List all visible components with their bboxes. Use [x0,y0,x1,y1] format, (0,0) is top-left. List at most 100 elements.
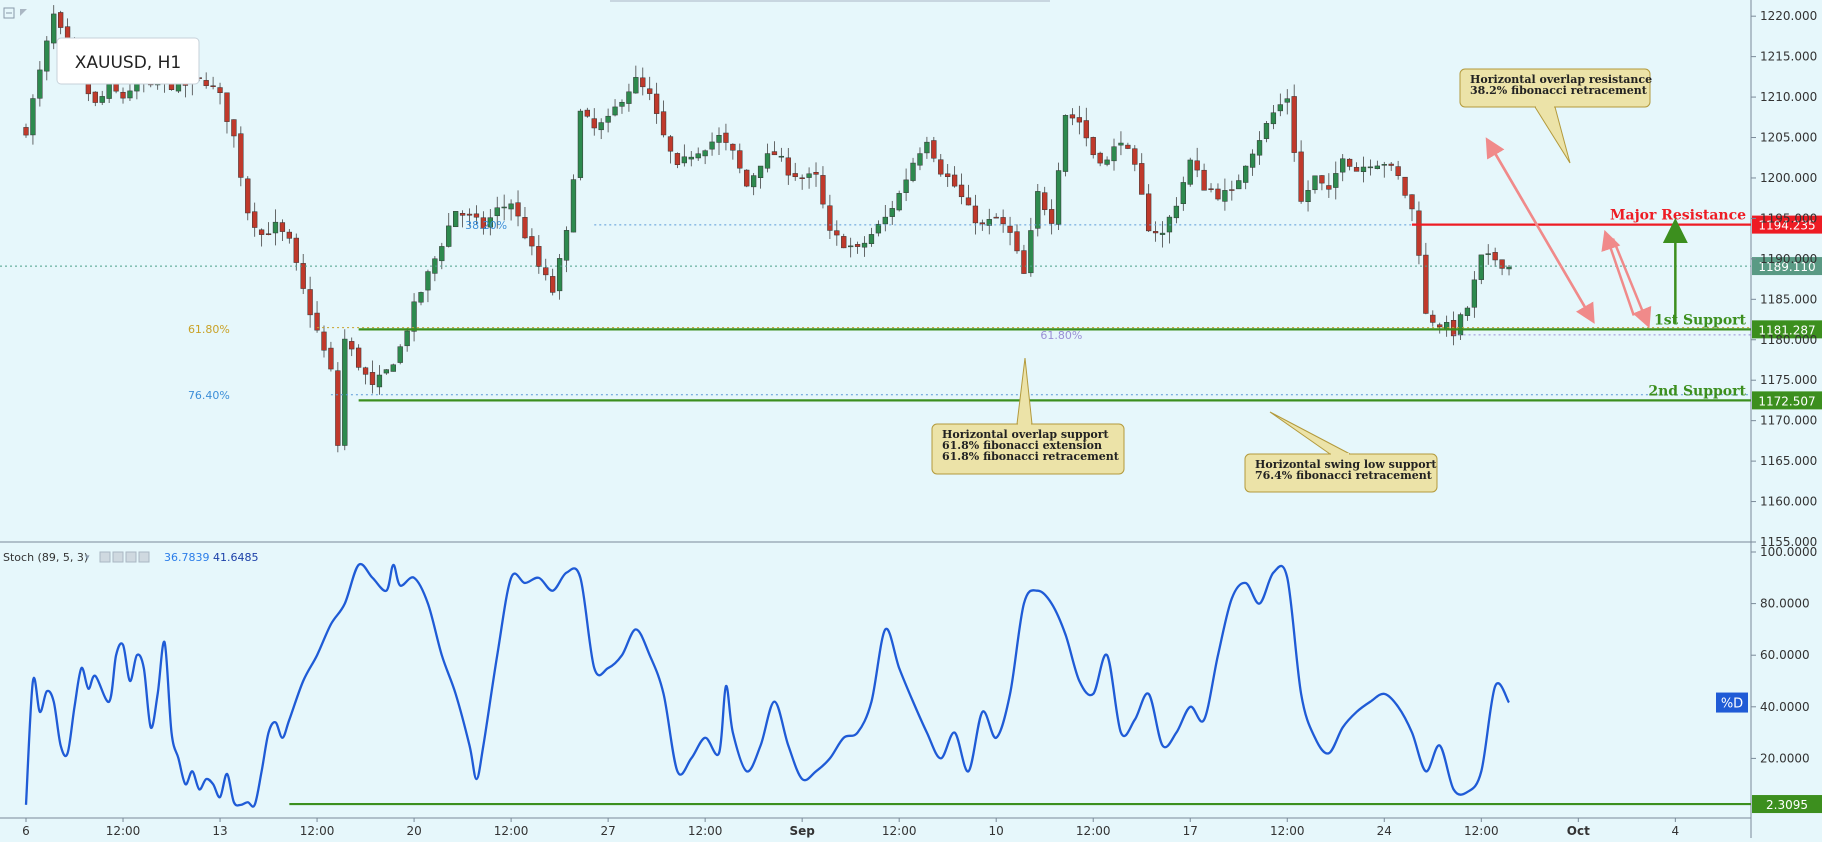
candle-body [99,96,105,103]
candle-body [307,289,313,316]
candle-body [681,156,688,164]
candle-body [709,141,715,150]
candle-body [1305,190,1311,203]
candle-body [1146,193,1152,232]
candle-body [1499,259,1505,269]
candle-body [972,205,979,224]
stoch-level-text: 2.3095 [1766,798,1808,812]
symbol-label-box[interactable]: XAUUSD, H1 [56,37,200,85]
candle-body [931,140,937,159]
pink-arrow-down-right [1611,238,1652,329]
candle-body [820,175,826,205]
candle-body [730,143,736,151]
collapse-icon[interactable] [3,7,27,19]
stoch-menu-icon[interactable]: ▾ [85,553,90,563]
price-tick-label: 1215.000 [1760,50,1817,64]
candle-body [1284,98,1290,103]
candle-body [1104,159,1110,165]
pink-arrow-up-left [1485,137,1594,321]
candle-body [300,263,306,289]
candle-body [1215,188,1221,200]
candle-body [1298,151,1304,202]
candle-body [986,219,992,226]
time-tick-label: 12:00 [1464,824,1499,838]
price-tick-label: 1195.000 [1760,211,1817,225]
candle-body [335,370,341,446]
candle-body [217,87,223,93]
candle-body [515,202,521,217]
candle-body [903,179,909,193]
candle-body [1423,254,1429,314]
candle-body [633,77,639,94]
candle-body [1097,152,1103,164]
price-tick-label: 1205.000 [1760,131,1817,145]
candle-body [210,85,216,87]
time-tick-label: 12:00 [1270,824,1305,838]
level-price-text: 1181.287 [1758,323,1815,337]
candle-body [605,115,611,123]
callout-box[interactable] [1459,68,1651,108]
price-tick-label: 1180.000 [1760,333,1817,347]
fib-label: 76.40% [188,389,230,402]
candle-body [556,258,563,292]
candle-body [1256,140,1263,156]
time-tick-label: 4 [1672,824,1680,838]
candle-body [757,165,764,178]
stoch-settings-icon[interactable] [112,551,124,563]
level-price-tag [1752,320,1822,339]
candle-body [328,347,334,370]
candle-body [453,211,459,228]
candle-body [716,135,722,143]
candle-body [425,271,431,291]
candle-body [1492,252,1498,261]
candle-body [383,369,390,374]
candle-body [612,106,618,116]
candle-body [660,111,667,136]
candle-body [744,169,750,187]
symbol-label: XAUUSD, H1 [75,53,181,73]
candle-body [896,193,902,211]
level-price-text: 1172.507 [1758,394,1815,408]
stochastic-layer: 2.3095 %D [24,562,1822,814]
candle-body [1360,166,1367,173]
candle-body [1471,279,1478,308]
current-price-text: 1189.110 [1758,260,1815,274]
candle-body [543,267,549,276]
stoch-visibility-icon[interactable] [99,551,111,563]
candle-body [258,229,265,235]
candle-body [958,184,965,198]
stoch-title[interactable]: Stoch (89, 5, 3) [3,551,88,564]
stoch-add-icon[interactable] [125,551,137,563]
candle-body [723,132,729,143]
callout-text: 76.4% fibonacci retracement [1255,469,1433,482]
stoch-close-icon[interactable] [138,551,150,563]
candle-body [951,174,958,187]
stoch-tick-label: 80.0000 [1760,597,1810,611]
candle-body [1125,144,1131,149]
candle-body [1402,176,1408,196]
candle-body [1312,175,1318,191]
candle-body [314,312,320,331]
time-tick-label: 27 [600,824,615,838]
candle-body [44,40,50,72]
candle-body [785,157,791,176]
candle-body [965,197,972,206]
candle-body [1021,250,1027,274]
price-tick-label: 1175.000 [1760,373,1817,387]
stoch-series-tag [1716,692,1748,713]
candle-body [619,101,625,107]
time-tick-label: Sep [789,824,815,838]
candle-body [626,91,632,104]
candle-body [1159,232,1166,235]
candle-body [487,217,493,228]
candle-body [106,84,112,99]
candle-body [432,258,438,274]
candle-body [1069,114,1076,119]
candle-body [1381,164,1387,166]
fib-label: 61.80% [1040,329,1082,342]
candle-body [1014,231,1020,252]
candle-body [376,374,383,388]
candle-body [404,330,410,347]
candle-body [695,153,701,159]
